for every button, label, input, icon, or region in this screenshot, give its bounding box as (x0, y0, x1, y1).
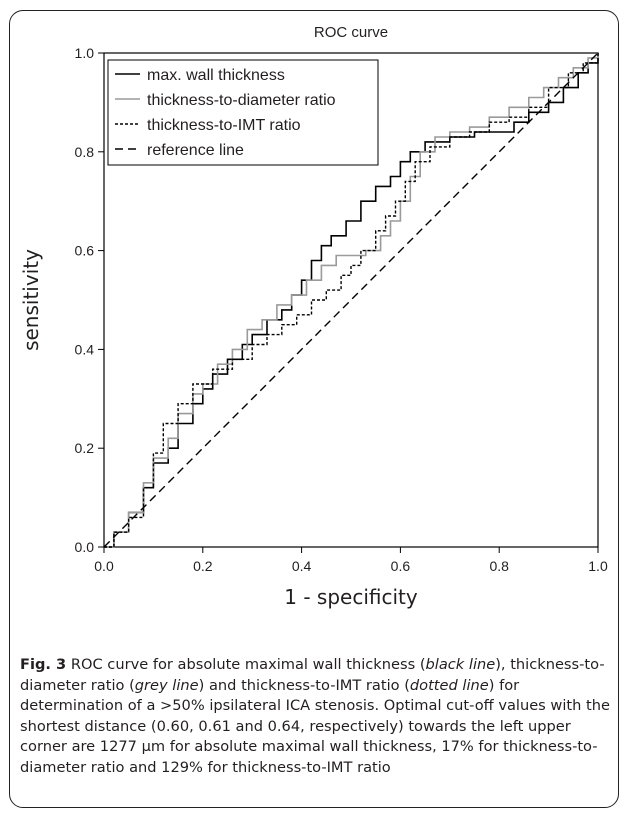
y-axis-label: sensitivity (19, 249, 43, 351)
caption-text-2: ), thickness-to-diameter ratio ( (20, 656, 605, 694)
caption-italic-2: grey line (134, 676, 199, 694)
series-lines (103, 52, 599, 548)
figure-frame (9, 10, 619, 808)
legend: max. wall thickness thickness-to-diameter… (107, 59, 379, 166)
x-axis-ticks: 0.0 0.2 0.4 0.6 0.8 1.0 (94, 547, 608, 574)
roc-chart: ROC curve 0.00.20.40.60.81.0 0.0 0.2 0.4 0.… (19, 24, 608, 609)
x-tick-label: 0.0 (94, 558, 114, 574)
y-axis-ticks: 0.0 0.2 0.4 0.6 0.8 1.0 (75, 45, 104, 555)
x-tick-label: 0.8 (489, 558, 509, 574)
x-axis-label: 1 - specificity (284, 585, 418, 609)
chart-title: ROC curve (314, 24, 388, 41)
y-tick-label: 0.4 (75, 341, 95, 357)
caption-text-3: ) and thickness-to-IMT ratio ( (198, 676, 410, 694)
caption-italic-1: black line (425, 656, 496, 673)
series-line-2 (104, 53, 599, 548)
legend-label-4: reference line (147, 142, 244, 159)
figure-caption: Fig. 3 ROC curve for absolute maximal wa… (20, 655, 610, 778)
caption-text-4: ) for determination of a >50% ipsilatera… (20, 676, 610, 776)
y-tick-label: 0.6 (75, 243, 95, 259)
x-tick-label: 0.4 (292, 558, 312, 574)
y-tick-label: 0.0 (75, 539, 95, 555)
caption-label: Fig. 3 (20, 656, 67, 673)
x-tick-label: 1.0 (588, 558, 608, 574)
y-tick-label: 0.2 (75, 440, 95, 456)
caption-italic-3: dotted line (409, 676, 489, 694)
y-tick-label: 0.8 (75, 144, 95, 160)
series-line-3 (104, 53, 599, 548)
x-tick-label: 0.6 (391, 558, 411, 574)
legend-label-2: thickness-to-diameter ratio (147, 92, 336, 109)
caption-text-1: ROC curve for absolute maximal wall thic… (66, 656, 426, 673)
plot-frame (103, 52, 599, 548)
legend-label-1: max. wall thickness (147, 67, 285, 84)
legend-box (107, 59, 379, 166)
legend-label-3: thickness-to-IMT ratio (147, 117, 301, 134)
x-tick-label: 0.2 (193, 558, 213, 574)
y-tick-label: 1.0 (75, 45, 95, 61)
